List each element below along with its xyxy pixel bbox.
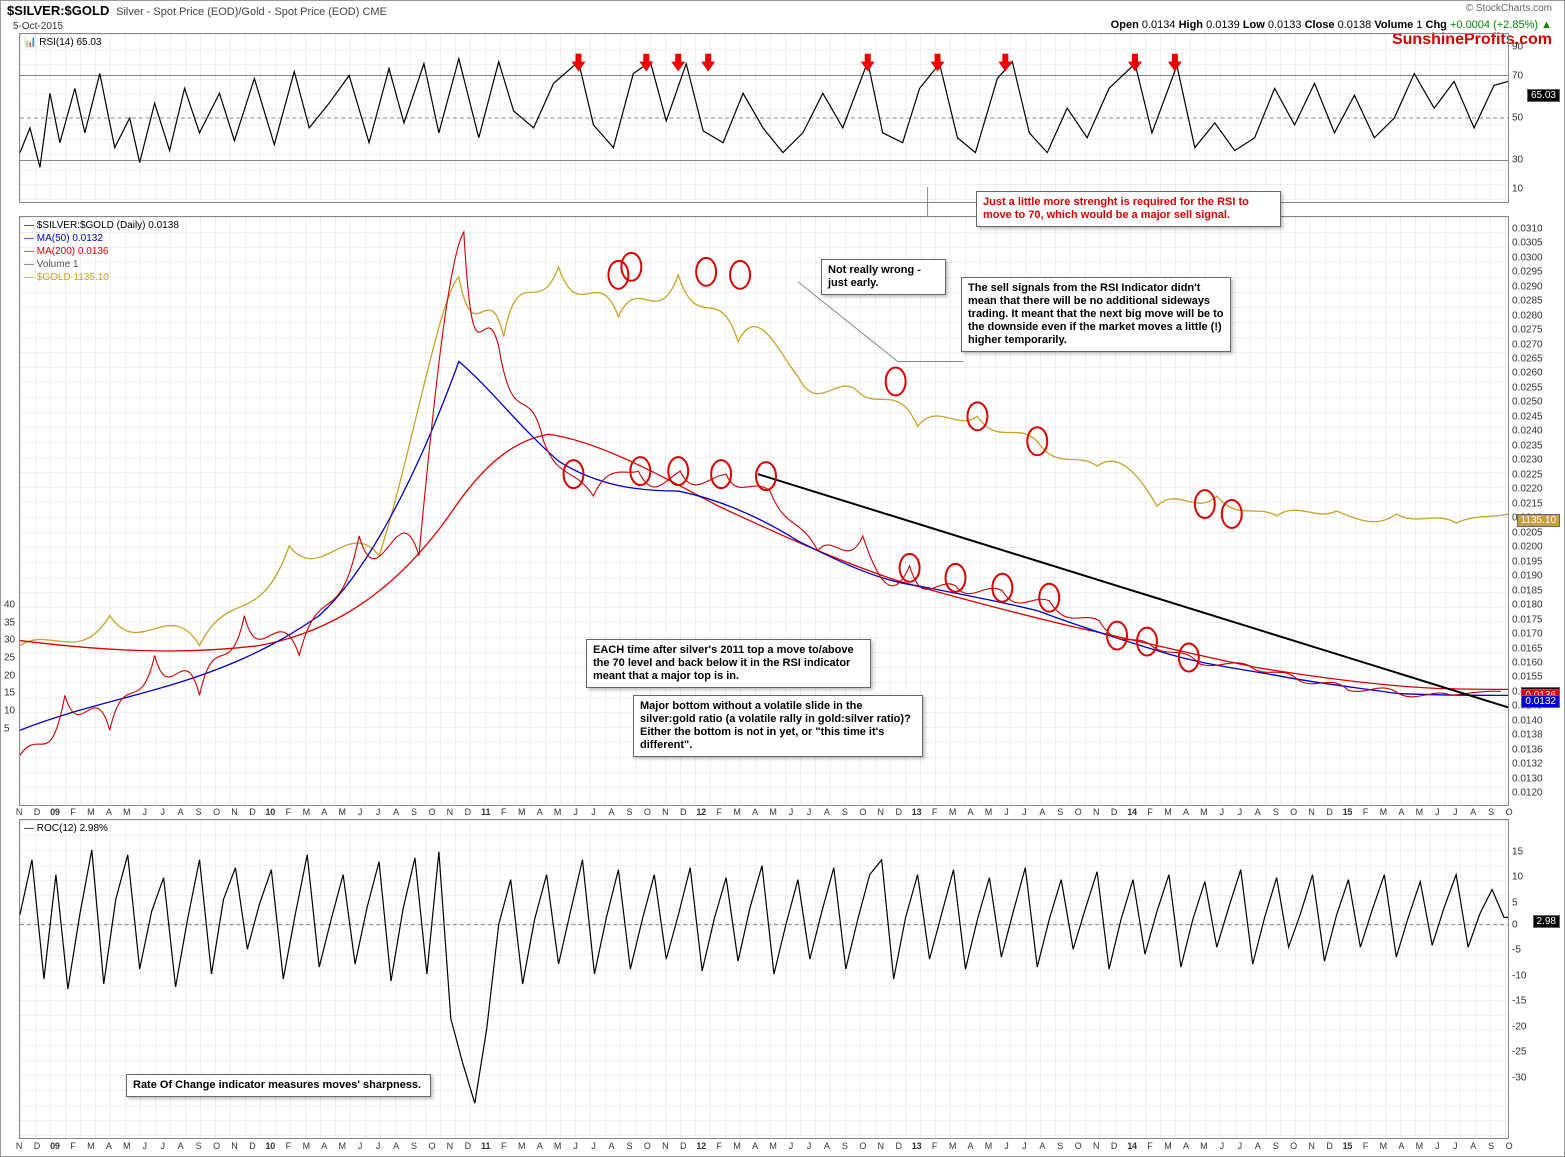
gold-overlay [20, 267, 1508, 646]
ma50-tag: 0.0132 [1521, 695, 1560, 708]
note-bottom: Major bottom without a volatile slide in… [633, 695, 923, 757]
note-roc: Rate Of Change indicator measures moves'… [126, 1074, 431, 1097]
chart-header: © StockCharts.com $SILVER:$GOLD Silver -… [7, 3, 1558, 31]
stockchart: © StockCharts.com $SILVER:$GOLD Silver -… [0, 0, 1565, 1157]
rsi-panel: 📊 RSI(14) 65.03 90 70 50 30 10 65.03 [19, 33, 1509, 203]
chart-date: 5-Oct-2015 [13, 21, 63, 32]
gold-tag: 1135.10 [1517, 514, 1560, 527]
roc-line [20, 850, 1508, 1103]
note-rsi-explain: The sell signals from the RSI Indicator … [961, 277, 1231, 352]
xaxis-lower: ND09FMAMJJASOND10FMAMJJASOND11FMAMJJASON… [19, 1141, 1509, 1153]
ohlc-bar: Open 0.0134 High 0.0139 Low 0.0133 Close… [1111, 19, 1552, 31]
note-early: Not really wrong - just early. [821, 259, 946, 295]
note-each-time: EACH time after silver's 2011 top a move… [586, 639, 871, 688]
rsi-sell-arrows [572, 54, 1182, 72]
xaxis-upper: ND09FMAMJJASOND10FMAMJJASOND11FMAMJJASON… [19, 807, 1509, 819]
note-rsi-sell: Just a little more strenght is required … [976, 191, 1281, 227]
attribution: © StockCharts.com [1466, 3, 1552, 14]
symbol: $SILVER:$GOLD [7, 3, 109, 18]
rsi-current-tag: 65.03 [1527, 89, 1560, 102]
symbol-desc: Silver - Spot Price (EOD)/Gold - Spot Pr… [116, 6, 387, 18]
